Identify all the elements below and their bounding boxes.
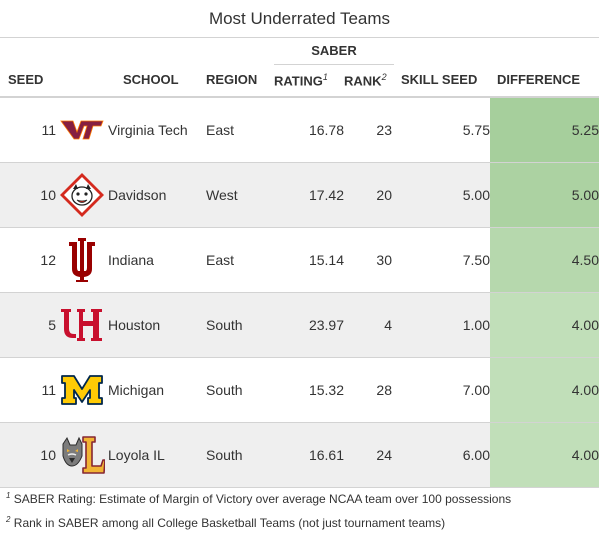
rank-cell: 30: [344, 227, 392, 293]
logo-cell: [56, 357, 108, 423]
teams-table-body: 11 Virginia Tech East 16.78 23 5.75 5.25…: [0, 98, 599, 488]
seed-cell: 10: [0, 162, 56, 228]
table-row: 11 Michigan South 15.32 28 7.00 4.00: [0, 357, 599, 423]
skill-seed-cell: 7.50: [392, 227, 490, 293]
seed-cell: 10: [0, 422, 56, 488]
header-difference: DIFFERENCE: [497, 72, 581, 87]
difference-cell: 4.00: [490, 422, 599, 488]
rank-cell: 4: [344, 292, 392, 358]
rating-cell: 15.32: [270, 357, 344, 423]
logo-cell: [56, 98, 108, 163]
school-cell: Virginia Tech: [108, 98, 206, 163]
footnote-saber-rating: 1 SABER Rating: Estimate of Margin of Vi…: [6, 491, 511, 506]
logo-cell: [56, 292, 108, 358]
houston-uh-logo-icon: [61, 309, 102, 341]
table-title: Most Underrated Teams: [208, 9, 391, 28]
table-row: 10 Davidson West 17.42 20 5.0: [0, 162, 599, 228]
header-rank: RANK2: [344, 72, 387, 88]
difference-cell: 4.50: [490, 227, 599, 293]
region-cell: West: [206, 162, 270, 228]
skill-seed-cell: 5.00: [392, 162, 490, 228]
school-cell: Davidson: [108, 162, 206, 228]
rating-cell: 23.97: [270, 292, 344, 358]
school-cell: Loyola IL: [108, 422, 206, 488]
header-seed: SEED: [8, 72, 44, 87]
region-cell: East: [206, 98, 270, 163]
table-row: 10 Loyola IL South 16.61 24 6.00 4.00: [0, 422, 599, 488]
virginia-tech-logo-icon: [60, 120, 104, 140]
saber-spanner-line: [274, 64, 394, 65]
seed-cell: 12: [0, 227, 56, 293]
header-divider: [0, 96, 599, 98]
difference-cell: 5.25: [490, 98, 599, 163]
seed-cell: 5: [0, 292, 56, 358]
table-row: 5 Houston South 23.97 4 1.00 4.00: [0, 292, 599, 358]
footnote-text: SABER Rating: Estimate of Margin of Vict…: [13, 492, 512, 506]
rating-cell: 16.78: [270, 98, 344, 163]
rating-cell: 15.14: [270, 227, 344, 293]
skill-seed-cell: 1.00: [392, 292, 490, 358]
footnote-saber-rank: 2 Rank in SABER among all College Basket…: [6, 515, 445, 530]
header-region: REGION: [206, 72, 258, 87]
skill-seed-cell: 5.75: [392, 98, 490, 163]
seed-cell: 11: [0, 357, 56, 423]
rank-cell: 28: [344, 357, 392, 423]
header-school: SCHOOL: [123, 72, 179, 87]
header-rating-footnote-mark: 1: [322, 72, 328, 82]
skill-seed-cell: 7.00: [392, 357, 490, 423]
region-cell: South: [206, 357, 270, 423]
header-rating-label: RATING: [274, 73, 323, 89]
rating-cell: 17.42: [270, 162, 344, 228]
header-rank-footnote-mark: 2: [381, 72, 387, 82]
logo-cell: [56, 227, 108, 293]
logo-cell: [56, 162, 108, 228]
michigan-block-m-logo-icon: [61, 375, 103, 405]
rating-cell: 16.61: [270, 422, 344, 488]
title-divider: [0, 37, 599, 38]
difference-cell: 4.00: [490, 292, 599, 358]
school-cell: Indiana: [108, 227, 206, 293]
table-row: 11 Virginia Tech East 16.78 23 5.75 5.25: [0, 98, 599, 163]
region-cell: East: [206, 227, 270, 293]
header-rank-label: RANK: [344, 73, 382, 89]
region-cell: South: [206, 422, 270, 488]
region-cell: South: [206, 292, 270, 358]
difference-cell: 5.00: [490, 162, 599, 228]
rank-cell: 24: [344, 422, 392, 488]
loyola-wolf-logo-icon: [62, 436, 105, 474]
saber-spanner-label: SABER: [311, 43, 357, 58]
footnote-text: Rank in SABER among all College Basketba…: [13, 516, 446, 530]
logo-cell: [56, 422, 108, 488]
table-row: 12 Indiana East 15.14 30 7.50 4.50: [0, 227, 599, 293]
seed-cell: 11: [0, 98, 56, 163]
header-skill-seed: SKILL SEED: [401, 72, 478, 87]
rank-cell: 23: [344, 98, 392, 163]
footnote-mark: 2: [6, 515, 11, 524]
school-cell: Michigan: [108, 357, 206, 423]
rank-cell: 20: [344, 162, 392, 228]
school-cell: Houston: [108, 292, 206, 358]
davidson-wildcat-logo-icon: [60, 173, 104, 217]
header-rating: RATING1: [274, 72, 328, 88]
difference-cell: 4.00: [490, 357, 599, 423]
footnote-mark: 1: [6, 491, 11, 500]
indiana-iu-logo-icon: [69, 238, 95, 282]
skill-seed-cell: 6.00: [392, 422, 490, 488]
